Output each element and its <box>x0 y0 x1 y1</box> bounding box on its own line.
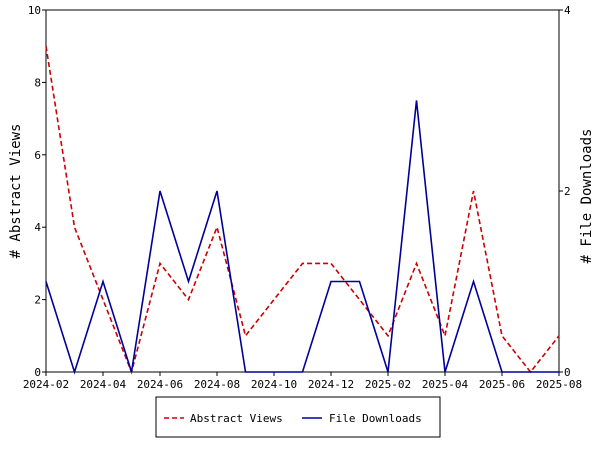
y-axis-left-title: # Abstract Views <box>8 124 24 259</box>
x-tick-label: 2025-08 <box>536 378 582 391</box>
y-right-tick-label: 2 <box>564 185 571 198</box>
y-left-tick-label: 4 <box>34 221 41 234</box>
x-tick-label: 2024-04 <box>80 378 127 391</box>
x-tick-label: 2024-02 <box>23 378 69 391</box>
left-axis: 0 2 4 6 8 10 <box>28 4 46 379</box>
x-tick-label: 2024-12 <box>308 378 354 391</box>
legend: Abstract Views File Downloads <box>155 396 441 438</box>
legend-box <box>155 396 441 438</box>
y-axis-right-title: # File Downloads <box>579 129 595 264</box>
y-left-tick-label: 2 <box>34 294 41 307</box>
series-line-abstract-views <box>45 46 560 375</box>
legend-label-file-downloads: File Downloads <box>329 412 422 425</box>
y-left-tick-label: 0 <box>34 366 41 379</box>
x-tick-label: 2025-06 <box>479 378 525 391</box>
x-tick-label: 2024-10 <box>251 378 297 391</box>
series-layer <box>45 46 560 375</box>
y-left-tick-label: 10 <box>28 4 41 17</box>
x-tick-label: 2025-04 <box>422 378 469 391</box>
x-tick-label: 2024-06 <box>137 378 183 391</box>
x-axis: 2024-02 2024-04 2024-06 2024-08 2024-10 2024-… <box>23 372 582 391</box>
legend-label-abstract-views: Abstract Views <box>190 412 283 425</box>
right-axis: 0 2 4 <box>559 4 571 379</box>
y-right-tick-label: 4 <box>564 4 571 17</box>
x-tick-label: 2024-08 <box>194 378 240 391</box>
plot-area-frame <box>45 9 560 373</box>
y-left-tick-label: 8 <box>34 76 41 89</box>
y-right-tick-label: 0 <box>564 366 571 379</box>
series-line-file-downloads <box>45 100 559 375</box>
x-tick-label: 2025-02 <box>365 378 411 391</box>
y-left-tick-label: 6 <box>34 149 41 162</box>
